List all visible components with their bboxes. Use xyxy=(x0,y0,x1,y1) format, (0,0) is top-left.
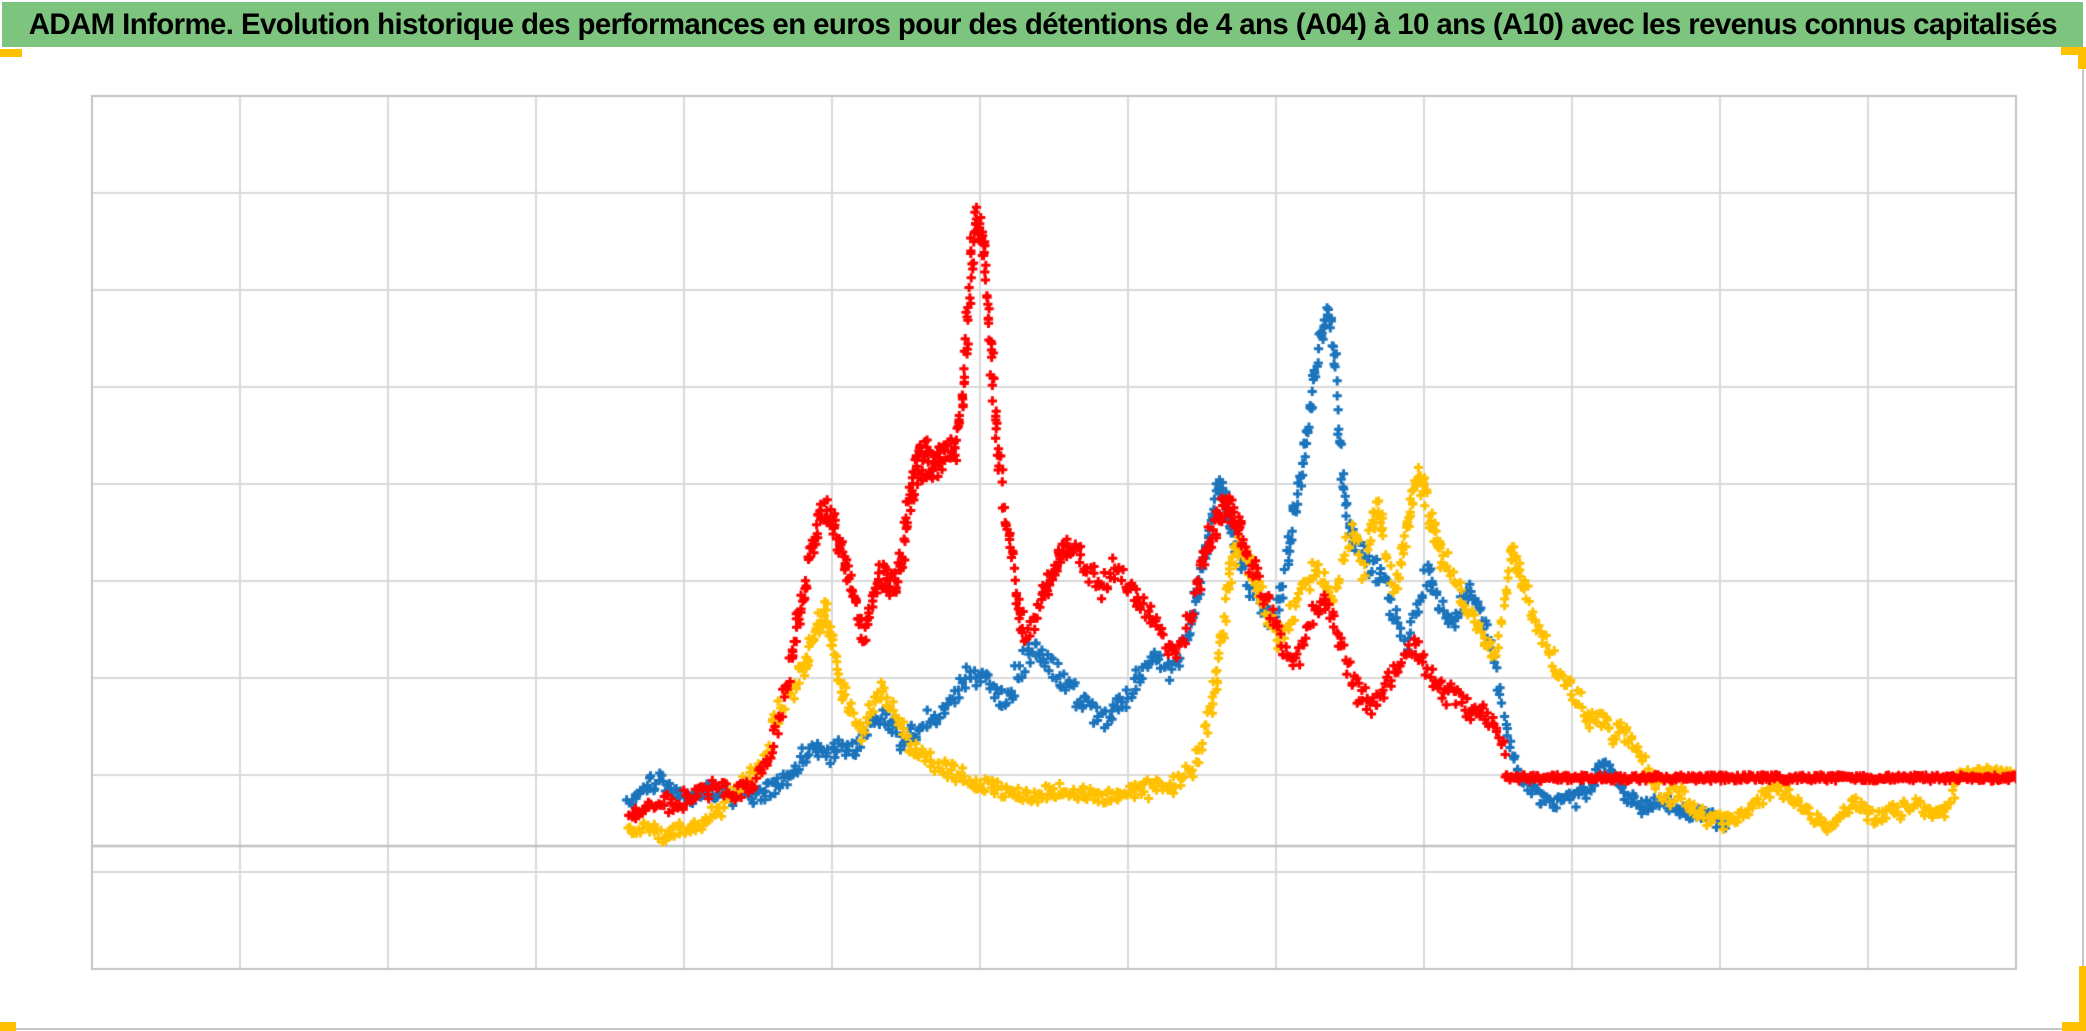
title-bar: ADAM Informe. Evolution historique des p… xyxy=(2,2,2083,47)
slide-bottom-edge xyxy=(0,1028,2086,1030)
slide-right-edge xyxy=(2082,47,2084,1029)
corner-accent-bottom-right-h xyxy=(2062,1022,2086,1031)
chart-title: ADAM Informe. Evolution historique des p… xyxy=(28,7,2057,41)
corner-accent-top-left xyxy=(0,49,22,57)
corner-accent-top-right-v xyxy=(2078,47,2086,69)
corner-accent-bottom-left xyxy=(0,1022,16,1031)
corner-accent-bottom-right-v xyxy=(2079,966,2086,1031)
corner-accent-top-right-h xyxy=(2061,47,2086,55)
